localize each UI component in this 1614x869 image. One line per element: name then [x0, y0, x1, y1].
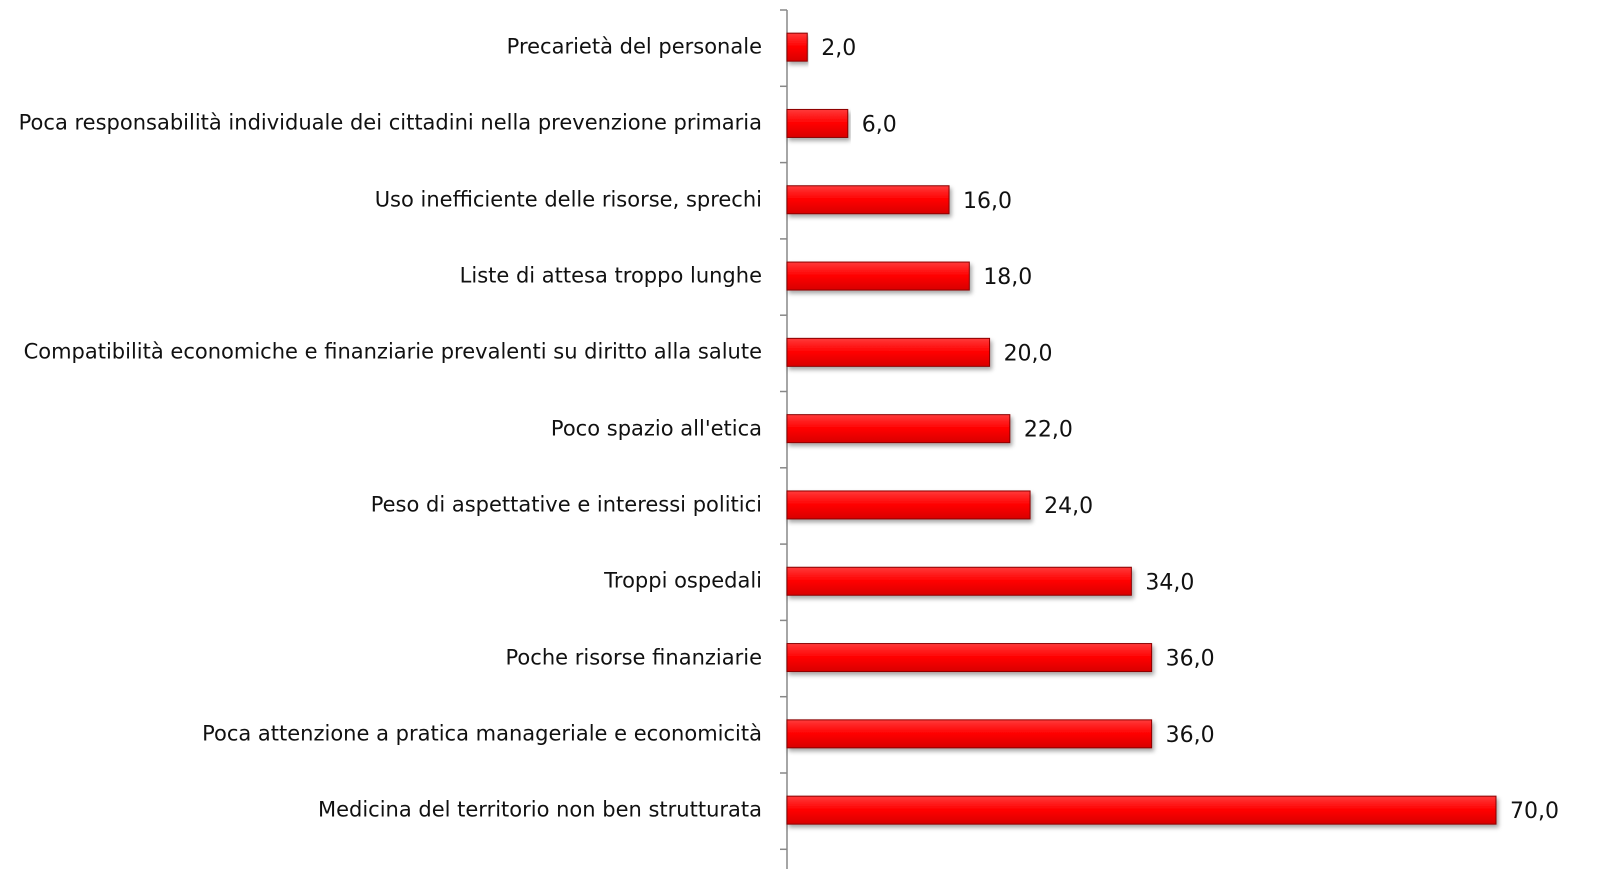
value-label: 6,0 [862, 112, 897, 137]
category-label: Compatibilità economiche e finanziarie p… [23, 339, 762, 364]
category-label: Precarietà del personale [506, 34, 762, 59]
category-label: Uso inefficiente delle risorse, sprechi [374, 187, 762, 212]
category-label: Peso di aspettative e interessi politici [370, 492, 762, 517]
value-label: 36,0 [1166, 723, 1215, 748]
category-label: Poca responsabilità individuale dei citt… [18, 110, 762, 135]
bar [786, 490, 1031, 520]
bar [786, 32, 808, 62]
category-label: Poco spazio all'etica [550, 416, 762, 441]
category-label: Liste di attesa troppo lunghe [459, 263, 762, 288]
value-label: 22,0 [1024, 418, 1073, 443]
category-label: Poca attenzione a pratica manageriale e … [202, 721, 762, 746]
bar [786, 566, 1132, 596]
value-label: 20,0 [1004, 341, 1053, 366]
value-label: 18,0 [983, 265, 1032, 290]
bar [786, 337, 991, 367]
value-label: 2,0 [821, 36, 856, 61]
category-label: Poche risorse finanziarie [505, 645, 762, 670]
value-label: 36,0 [1166, 647, 1215, 672]
bar [786, 795, 1497, 825]
value-label: 24,0 [1044, 494, 1093, 519]
bar [786, 108, 849, 138]
bar [786, 414, 1011, 444]
category-label: Medicina del territorio non ben struttur… [317, 797, 762, 822]
value-label: 70,0 [1510, 799, 1559, 824]
bar [786, 719, 1153, 749]
value-label: 16,0 [963, 189, 1012, 214]
category-label: Troppi ospedali [604, 568, 762, 593]
bar [786, 261, 970, 291]
bar [786, 643, 1153, 673]
bar [786, 185, 950, 215]
value-label: 34,0 [1145, 570, 1194, 595]
